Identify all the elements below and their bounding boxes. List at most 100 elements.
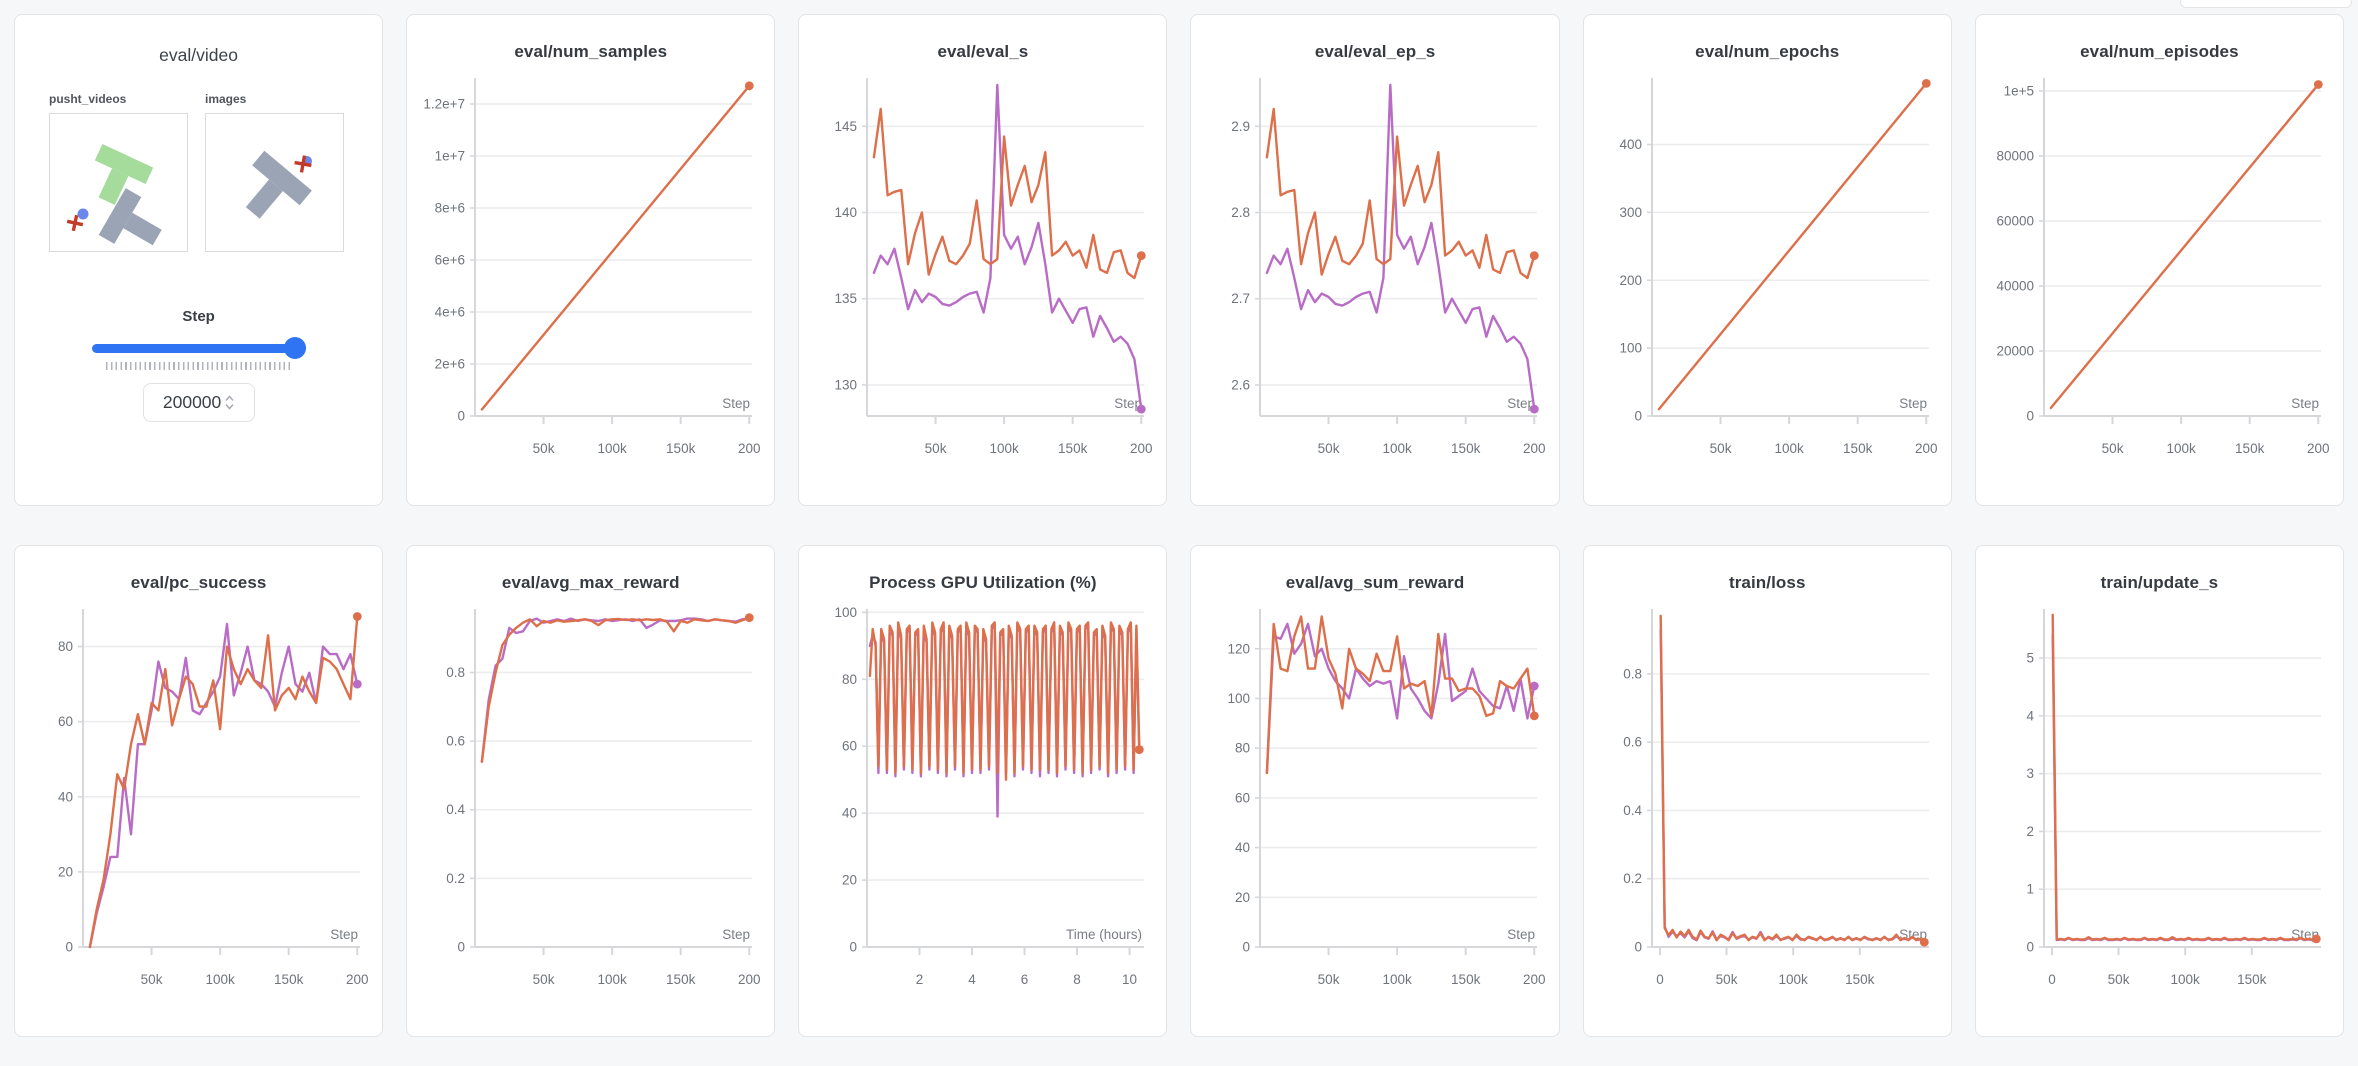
step-slider-track[interactable]: [91, 344, 306, 353]
svg-text:100k: 100k: [598, 441, 628, 456]
svg-text:0: 0: [2026, 940, 2034, 955]
svg-text:2: 2: [2026, 824, 2034, 839]
svg-text:100: 100: [1619, 341, 1642, 356]
step-input-value: 200000: [162, 392, 222, 412]
svg-text:50k: 50k: [1715, 972, 1737, 987]
eval-eval-s-chart[interactable]: 130 135 140 145 50k 100k 150k 200 Step: [810, 70, 1155, 462]
svg-text:100: 100: [1227, 691, 1250, 706]
svg-text:2.8: 2.8: [1231, 205, 1250, 220]
svg-text:Step: Step: [1115, 396, 1143, 411]
svg-text:80: 80: [58, 639, 73, 654]
svg-text:0.8: 0.8: [446, 665, 465, 680]
panel-eval-pc-success: eval/pc_success 0 20 40 60 80 50k 100k 150k 200 S…: [14, 545, 384, 1037]
svg-text:150k: 150k: [1843, 441, 1873, 456]
eval-eval-ep-s-chart[interactable]: 2.6 2.7 2.8 2.9 50k 100k 150k 200 Step: [1203, 70, 1548, 462]
media-item-pusht-videos: pusht_videos: [49, 92, 188, 252]
svg-text:0: 0: [2048, 972, 2056, 987]
panel-eval-num-epochs: eval/num_epochs 0 100 200 300 400 50k 100k 150k…: [1582, 14, 1952, 506]
eval-num-samples-chart[interactable]: 0 2e+6 4e+6 6e+6 8e+6 1e+7 1.2e+7 50k 100k 150k 20…: [418, 70, 763, 462]
svg-text:50k: 50k: [1317, 441, 1339, 456]
svg-text:1: 1: [2026, 882, 2034, 897]
svg-text:150k: 150k: [666, 972, 696, 987]
media-row: pusht_videos: [49, 92, 382, 252]
svg-text:0.6: 0.6: [1623, 735, 1642, 750]
svg-text:2.7: 2.7: [1231, 291, 1250, 306]
svg-text:200: 200: [738, 441, 761, 456]
agent-dot: [77, 208, 89, 220]
chevron-up-icon[interactable]: [225, 395, 234, 402]
svg-text:1e+5: 1e+5: [2003, 84, 2033, 99]
panel-train-loss: train/loss 0 0.2 0.4 0.6 0.8 0 50k 100k 150k Step: [1582, 545, 1952, 1037]
svg-text:40: 40: [1235, 840, 1250, 855]
svg-text:140: 140: [835, 205, 858, 220]
eval-avg-sum-reward-chart[interactable]: 0 20 40 60 80 100 120 50k 100k 150k 200 Step: [1203, 601, 1548, 993]
svg-text:80: 80: [1235, 741, 1250, 756]
svg-text:0: 0: [1634, 409, 1642, 424]
svg-text:150k: 150k: [1451, 441, 1481, 456]
svg-text:0.4: 0.4: [1623, 803, 1642, 818]
svg-text:400: 400: [1619, 137, 1642, 152]
step-input[interactable]: 200000: [142, 383, 255, 422]
goal-cross-icon: [66, 214, 84, 232]
svg-text:8e+6: 8e+6: [435, 201, 465, 216]
svg-text:100k: 100k: [1382, 441, 1412, 456]
images-scene-image: [245, 150, 312, 219]
svg-text:50k: 50k: [533, 441, 555, 456]
svg-text:0: 0: [66, 940, 74, 955]
images-thumbnail[interactable]: [205, 113, 344, 252]
eval-num-episodes-chart[interactable]: 0 20000 40000 60000 80000 1e+5 50k 100k 150k 200 S…: [1987, 70, 2332, 462]
svg-text:50k: 50k: [533, 972, 555, 987]
pusht-videos-thumbnail[interactable]: [49, 113, 188, 252]
svg-text:0.4: 0.4: [446, 802, 465, 817]
eval-num-epochs-chart[interactable]: 0 100 200 300 400 50k 100k 150k 200 Step: [1595, 70, 1940, 462]
eval-pc-success-chart[interactable]: 0 20 40 60 80 50k 100k 150k 200 Step: [26, 601, 371, 993]
stepper-spinner[interactable]: [225, 395, 234, 410]
svg-text:40: 40: [842, 806, 857, 821]
gray-t-shape: [98, 188, 162, 246]
eval-avg-max-reward-chart[interactable]: 0 0.2 0.4 0.6 0.8 50k 100k 150k 200 Step: [418, 601, 763, 993]
step-slider[interactable]: [91, 337, 306, 359]
green-t-shape: [94, 144, 154, 205]
svg-text:0.2: 0.2: [446, 871, 465, 886]
chart-title: eval/avg_sum_reward: [1285, 573, 1465, 592]
svg-text:Step: Step: [1507, 396, 1535, 411]
svg-text:100: 100: [835, 605, 858, 620]
svg-text:150k: 150k: [1845, 972, 1875, 987]
svg-text:200: 200: [1619, 273, 1642, 288]
svg-text:4: 4: [2026, 708, 2034, 723]
svg-text:Step: Step: [330, 927, 358, 942]
svg-text:6: 6: [1021, 972, 1029, 987]
svg-text:0: 0: [1634, 940, 1642, 955]
chevron-down-icon[interactable]: [225, 403, 234, 410]
svg-text:50k: 50k: [925, 441, 947, 456]
svg-text:200: 200: [1523, 441, 1546, 456]
step-slider-ruler-ticks: [105, 362, 292, 370]
svg-text:0.2: 0.2: [1623, 871, 1642, 886]
svg-text:0: 0: [458, 940, 466, 955]
svg-text:50k: 50k: [2102, 441, 2124, 456]
svg-text:120: 120: [1227, 641, 1250, 656]
svg-text:0: 0: [2026, 409, 2034, 424]
chart-title: eval/num_samples: [514, 42, 668, 61]
svg-text:Step: Step: [1507, 927, 1535, 942]
step-slider-knob[interactable]: [283, 337, 306, 359]
svg-text:80000: 80000: [1996, 149, 2034, 164]
goal-cross-icon: [294, 155, 312, 173]
svg-text:20000: 20000: [1996, 344, 2034, 359]
svg-text:100k: 100k: [1778, 972, 1808, 987]
panel-title: eval/video: [159, 45, 238, 65]
panel-eval-num-samples: eval/num_samples 0 2e+6 4e+6 6e+6 8e+6 1e+7 1.…: [406, 14, 776, 506]
svg-text:200: 200: [738, 972, 761, 987]
svg-text:135: 135: [835, 291, 858, 306]
svg-text:145: 145: [835, 119, 858, 134]
svg-text:0: 0: [1242, 940, 1250, 955]
svg-text:0: 0: [458, 409, 466, 424]
process-gpu-utilization-chart[interactable]: 0 20 40 60 80 100 2 4 6 8 10 Time (hours): [810, 601, 1155, 993]
panel-eval-eval-s: eval/eval_s 130 135 140 145 50k 100k 150k 200 St…: [798, 14, 1168, 506]
step-slider-label: Step: [182, 308, 215, 325]
svg-text:100k: 100k: [990, 441, 1020, 456]
panel-eval-eval-ep-s: eval/eval_ep_s 2.6 2.7 2.8 2.9 50k 100k 150k 20…: [1190, 14, 1560, 506]
svg-text:0: 0: [1656, 972, 1664, 987]
